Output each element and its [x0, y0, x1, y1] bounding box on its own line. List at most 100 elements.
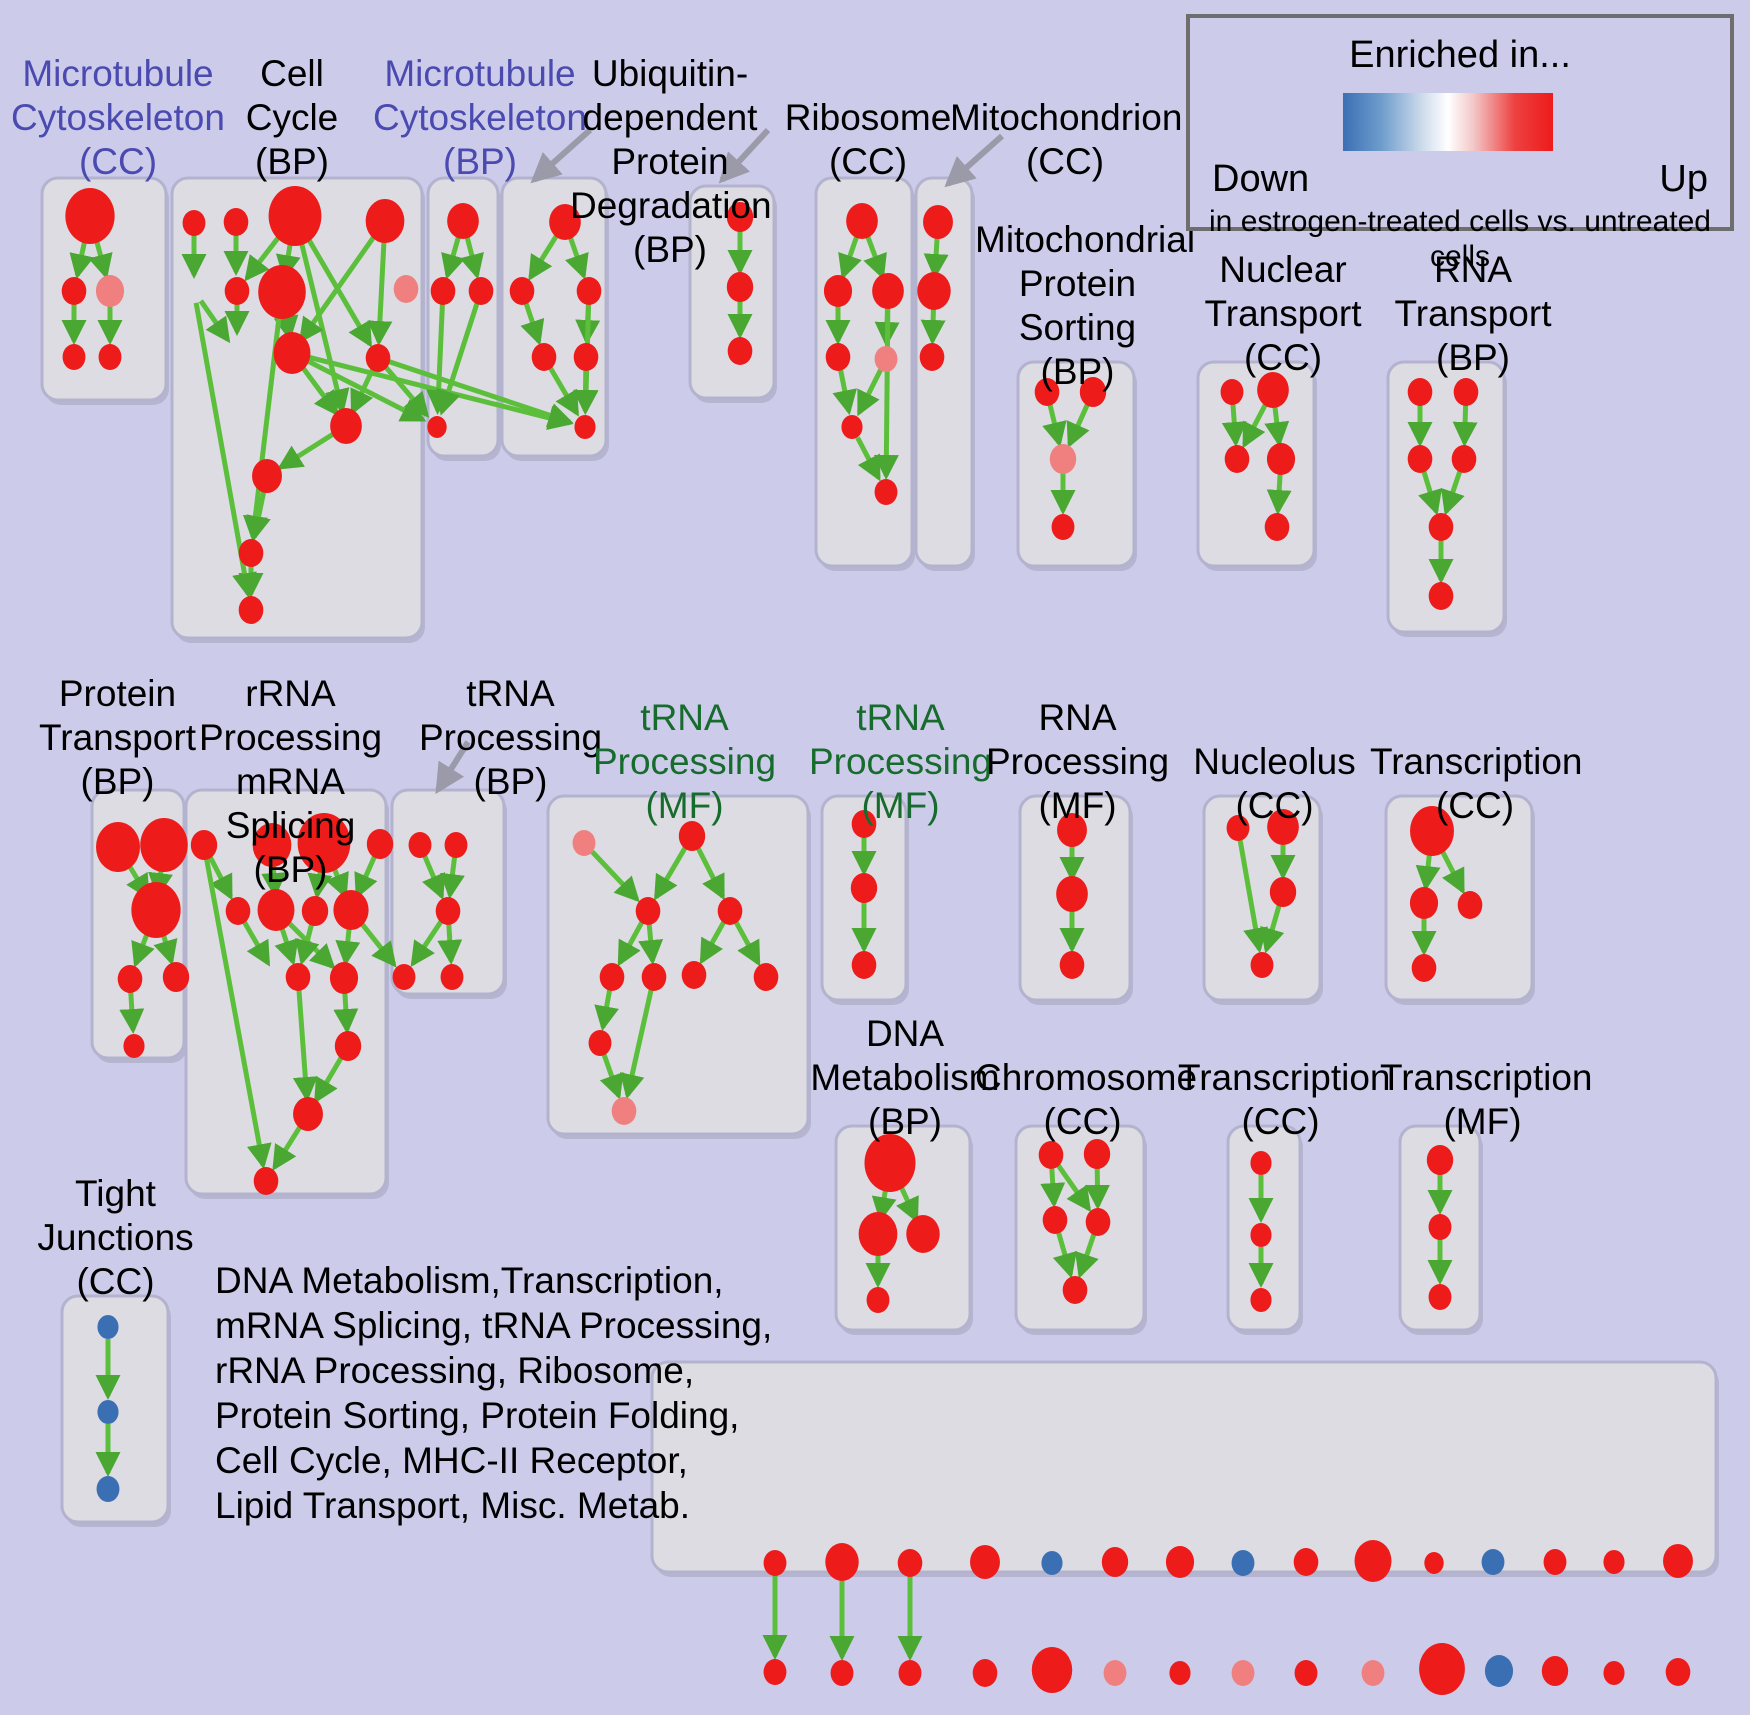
go-term-node[interactable]	[268, 186, 322, 246]
go-term-node[interactable]	[95, 275, 125, 307]
go-term-node[interactable]	[1266, 443, 1296, 475]
go-term-node[interactable]	[224, 277, 250, 305]
go-term-node[interactable]	[919, 343, 945, 371]
go-term-node[interactable]	[1056, 876, 1088, 912]
go-term-node[interactable]	[61, 277, 87, 305]
go-term-node[interactable]	[753, 963, 779, 991]
go-term-node[interactable]	[972, 1659, 998, 1687]
go-term-node[interactable]	[1419, 1643, 1465, 1695]
go-term-node[interactable]	[447, 203, 479, 239]
go-term-node[interactable]	[641, 963, 667, 991]
go-term-node[interactable]	[1451, 445, 1477, 473]
go-term-node[interactable]	[1267, 809, 1299, 845]
go-term-node[interactable]	[851, 951, 877, 979]
go-term-node[interactable]	[330, 408, 362, 444]
go-term-node[interactable]	[225, 897, 251, 925]
go-term-node[interactable]	[866, 1287, 890, 1313]
go-term-node[interactable]	[1103, 1660, 1127, 1686]
go-term-node[interactable]	[444, 832, 468, 858]
go-term-node[interactable]	[297, 813, 351, 873]
go-term-node[interactable]	[1361, 1660, 1385, 1686]
go-term-node[interactable]	[1407, 445, 1433, 473]
go-term-node[interactable]	[1424, 1552, 1444, 1574]
go-term-node[interactable]	[140, 818, 188, 872]
go-term-node[interactable]	[366, 829, 394, 859]
go-term-node[interactable]	[365, 199, 405, 243]
go-term-node[interactable]	[1079, 377, 1107, 407]
go-term-node[interactable]	[333, 890, 369, 930]
go-term-node[interactable]	[440, 964, 464, 990]
go-term-node[interactable]	[182, 210, 206, 236]
go-term-node[interactable]	[238, 596, 264, 624]
go-term-node[interactable]	[1354, 1540, 1392, 1582]
go-term-node[interactable]	[1231, 1550, 1255, 1576]
go-term-node[interactable]	[726, 272, 754, 302]
go-term-node[interactable]	[1085, 1208, 1111, 1236]
go-term-node[interactable]	[393, 275, 419, 303]
go-term-node[interactable]	[1484, 1655, 1514, 1687]
go-term-node[interactable]	[823, 275, 853, 307]
go-term-node[interactable]	[273, 332, 311, 374]
go-term-node[interactable]	[874, 479, 898, 505]
go-term-node[interactable]	[301, 896, 329, 926]
go-term-node[interactable]	[1269, 877, 1297, 907]
go-term-node[interactable]	[841, 415, 863, 439]
go-term-node[interactable]	[334, 1031, 362, 1061]
go-term-node[interactable]	[238, 539, 264, 567]
go-term-node[interactable]	[1083, 1139, 1111, 1169]
go-term-node[interactable]	[1294, 1660, 1318, 1686]
go-term-node[interactable]	[574, 415, 596, 439]
go-term-node[interactable]	[509, 277, 535, 305]
go-term-node[interactable]	[252, 459, 282, 493]
go-term-node[interactable]	[392, 964, 416, 990]
go-term-node[interactable]	[576, 277, 602, 305]
go-term-node[interactable]	[408, 832, 432, 858]
go-term-node[interactable]	[1409, 887, 1439, 919]
go-term-node[interactable]	[611, 1097, 637, 1125]
go-term-node[interactable]	[864, 1134, 916, 1192]
go-term-node[interactable]	[131, 882, 181, 938]
go-term-node[interactable]	[549, 204, 581, 240]
go-term-node[interactable]	[1453, 378, 1479, 406]
go-term-node[interactable]	[635, 897, 661, 925]
go-term-node[interactable]	[906, 1215, 940, 1253]
go-term-node[interactable]	[253, 1167, 279, 1195]
go-term-node[interactable]	[851, 810, 877, 838]
go-term-node[interactable]	[970, 1545, 1000, 1579]
go-term-node[interactable]	[717, 897, 743, 925]
go-term-node[interactable]	[1457, 891, 1483, 919]
go-term-node[interactable]	[1224, 445, 1250, 473]
go-term-node[interactable]	[1264, 513, 1290, 541]
go-term-node[interactable]	[1250, 1151, 1272, 1175]
go-term-node[interactable]	[898, 1660, 922, 1686]
go-term-node[interactable]	[257, 889, 295, 931]
go-term-node[interactable]	[329, 962, 359, 994]
go-term-node[interactable]	[1226, 815, 1250, 841]
go-term-node[interactable]	[1169, 1661, 1191, 1685]
go-term-node[interactable]	[1293, 1548, 1319, 1576]
go-term-node[interactable]	[468, 277, 494, 305]
go-term-node[interactable]	[678, 821, 706, 851]
go-term-node[interactable]	[1428, 1284, 1452, 1310]
go-term-node[interactable]	[923, 205, 953, 239]
go-term-node[interactable]	[285, 963, 311, 991]
go-term-node[interactable]	[1426, 1145, 1454, 1175]
go-term-node[interactable]	[763, 1550, 787, 1576]
go-term-node[interactable]	[1101, 1547, 1129, 1577]
go-term-node[interactable]	[1541, 1656, 1569, 1686]
go-term-node[interactable]	[98, 344, 122, 370]
go-term-node[interactable]	[1665, 1658, 1691, 1686]
go-term-node[interactable]	[1603, 1661, 1625, 1685]
go-term-node[interactable]	[96, 822, 140, 872]
go-term-node[interactable]	[1257, 372, 1289, 408]
go-term-node[interactable]	[726, 202, 754, 232]
go-term-node[interactable]	[65, 188, 115, 244]
go-term-node[interactable]	[1250, 952, 1274, 978]
go-term-node[interactable]	[573, 343, 599, 371]
go-term-node[interactable]	[1165, 1546, 1195, 1578]
go-term-node[interactable]	[1059, 951, 1085, 979]
go-term-node[interactable]	[258, 265, 306, 319]
go-term-node[interactable]	[123, 1034, 145, 1058]
go-term-node[interactable]	[62, 344, 86, 370]
go-term-node[interactable]	[223, 208, 249, 236]
